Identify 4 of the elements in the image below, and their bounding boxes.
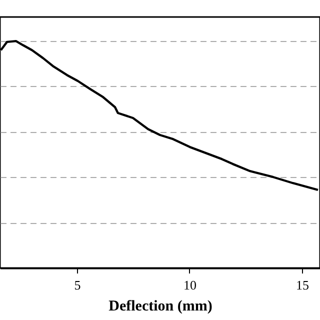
x-tick-label: 5 [74,278,81,292]
x-tick-label: 10 [183,278,196,292]
x-tick-label: 15 [296,278,309,292]
x-axis-title: Deflection (mm) [108,298,212,314]
